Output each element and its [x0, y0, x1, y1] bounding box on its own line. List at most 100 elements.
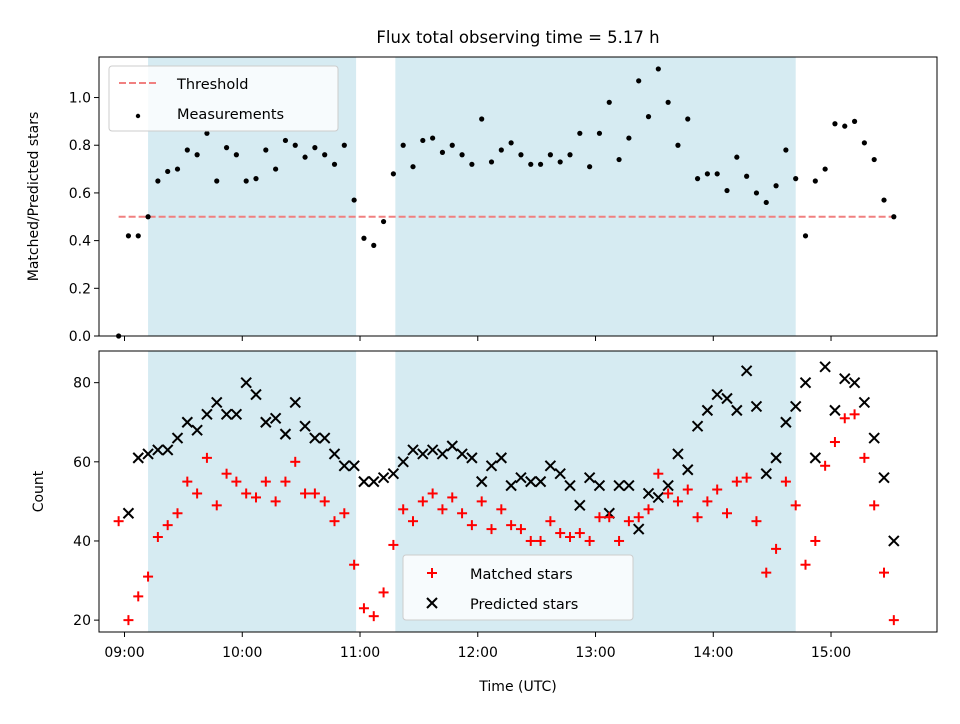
- predicted-star-marker-b: [387, 467, 400, 480]
- predicted-star-marker: [632, 523, 645, 535]
- predicted-star-marker: [260, 416, 272, 428]
- matched-star-marker: [319, 496, 330, 507]
- predicted-star-marker: [770, 452, 782, 464]
- plot-frame: [98, 56, 938, 337]
- matched-star-marker: [417, 496, 428, 507]
- predicted-star-marker: [583, 471, 596, 484]
- measurement-point: [626, 135, 632, 141]
- predicted-star-marker-b: [348, 460, 360, 472]
- legend-label-threshold: Threshold: [176, 77, 248, 93]
- predicted-star-marker-b: [848, 376, 861, 389]
- predicted-star-marker-b: [446, 440, 458, 452]
- matched-star-marker: [368, 611, 379, 622]
- matched-star-marker: [408, 516, 419, 527]
- measurement-point: [508, 140, 514, 146]
- matched-star-marker: [231, 476, 242, 487]
- measurement-point: [263, 147, 269, 153]
- legend: Threshold Measurements: [108, 65, 339, 132]
- predicted-star-marker: [554, 467, 566, 480]
- measurement-point: [371, 242, 377, 248]
- matched-star-marker: [869, 500, 880, 511]
- measurement-point: [390, 171, 396, 177]
- predicted-star-marker-b: [377, 471, 390, 484]
- measurement-point: [380, 218, 387, 225]
- matched-star-markers: [113, 409, 899, 626]
- matched-star-marker: [643, 504, 654, 515]
- predicted-star-marker-b: [750, 400, 763, 413]
- predicted-star-marker: [495, 452, 508, 464]
- matched-star-marker: [525, 535, 536, 546]
- matched-star-marker: [113, 516, 124, 527]
- predicted-star-marker-b: [613, 479, 625, 492]
- matched-star-marker: [810, 535, 821, 546]
- measurement-point: [528, 161, 534, 167]
- measurement-point: [204, 130, 210, 136]
- x-tick-label: 09:00: [104, 645, 144, 661]
- predicted-star-marker-b: [770, 452, 782, 464]
- measurement-point: [361, 235, 367, 241]
- predicted-star-marker-b: [525, 475, 537, 488]
- matched-star-marker: [358, 603, 369, 614]
- predicted-star-marker-b: [760, 467, 772, 480]
- measurement-point: [685, 116, 691, 122]
- measurement-point: [812, 178, 818, 184]
- predicted-star-marker: [819, 361, 831, 373]
- predicted-star-marker: [358, 475, 370, 488]
- x-tick-label: 13:00: [575, 645, 615, 661]
- predicted-star-marker-b: [495, 452, 508, 464]
- predicted-star-marker: [436, 448, 449, 460]
- matched-star-marker: [172, 508, 183, 519]
- legend-label-measurements: Measurements: [177, 107, 284, 123]
- matched-star-marker: [437, 504, 448, 515]
- predicted-star-marker: [309, 432, 321, 444]
- predicted-star-marker: [721, 392, 733, 405]
- measurement-point: [351, 197, 357, 203]
- predicted-star-marker-b: [632, 523, 645, 535]
- predicted-star-marker-b: [642, 487, 655, 500]
- predicted-star-marker-b: [583, 471, 596, 484]
- predicted-star-marker-b: [230, 408, 243, 421]
- predicted-star-marker: [613, 479, 625, 492]
- measurement-point: [155, 178, 161, 184]
- measurement-point: [430, 135, 436, 141]
- predicted-star-marker: [368, 475, 380, 488]
- predicted-star-marker: [230, 408, 243, 421]
- predicted-star-marker: [485, 460, 498, 472]
- measurement-point: [734, 154, 740, 160]
- predicted-star-marker: [132, 452, 144, 464]
- predicted-star-marker-b: [868, 432, 880, 444]
- predicted-star-marker-b: [819, 361, 831, 373]
- predicted-star-marker: [544, 460, 557, 472]
- predicted-star-marker: [750, 400, 763, 413]
- legend-box: [402, 554, 634, 621]
- matched-star-marker: [260, 476, 271, 487]
- matched-star-marker: [280, 476, 291, 487]
- predicted-star-marker-b: [829, 404, 841, 417]
- predicted-star-marker-b: [691, 420, 704, 432]
- measurement-point: [763, 199, 769, 206]
- measurement-point: [832, 121, 838, 127]
- predicted-star-marker-b: [888, 535, 900, 547]
- predicted-star-marker: [829, 404, 841, 417]
- matched-star-marker: [182, 476, 193, 487]
- x-tick-label: 11:00: [340, 645, 380, 661]
- matched-star-marker: [290, 456, 301, 467]
- measurement-point: [282, 137, 289, 144]
- measurement-point: [724, 187, 730, 194]
- matched-star-marker: [192, 488, 203, 499]
- predicted-star-marker: [407, 444, 419, 456]
- matched-star-marker: [692, 512, 703, 523]
- predicted-star-marker: [466, 452, 478, 464]
- measurement-point: [488, 159, 495, 165]
- predicted-star-marker-b: [417, 448, 429, 460]
- x-tick-label: 12:00: [458, 645, 498, 661]
- matched-star-marker: [535, 535, 546, 546]
- matched-star-marker: [653, 468, 664, 479]
- predicted-star-marker: [397, 456, 409, 468]
- matched-star-marker: [251, 492, 262, 503]
- matched-star-marker: [790, 500, 801, 511]
- measurement-point: [596, 130, 603, 136]
- measurement-point: [694, 176, 701, 182]
- predicted-star-marker: [868, 432, 880, 444]
- predicted-star-marker-b: [839, 372, 851, 385]
